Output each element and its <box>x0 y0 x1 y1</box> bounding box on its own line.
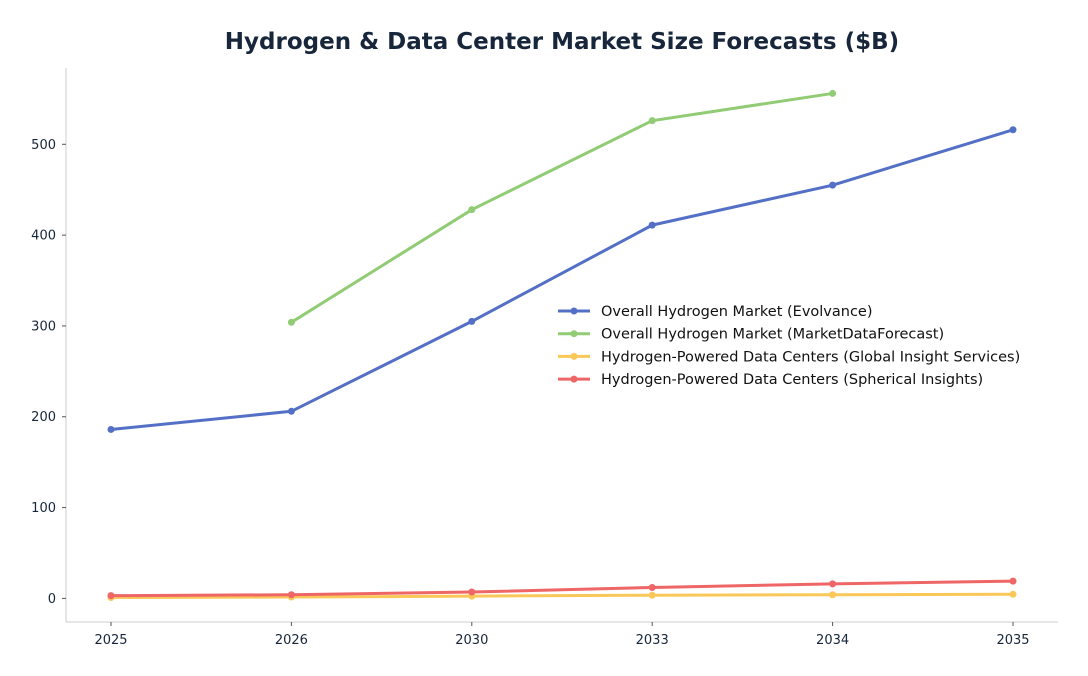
series-line <box>109 579 1015 598</box>
legend-label: Hydrogen-Powered Data Centers (Spherical… <box>601 372 983 388</box>
legend-swatch-marker <box>570 307 578 315</box>
chart-title: Hydrogen & Data Center Market Size Forec… <box>225 29 899 55</box>
legend: Overall Hydrogen Market (Evolvance) Overa… <box>558 304 1020 388</box>
x-tick-label: 2033 <box>636 633 669 648</box>
series-line <box>109 592 1015 599</box>
data-point <box>468 588 476 596</box>
series-4 <box>107 577 1017 600</box>
legend-swatch-marker <box>570 330 578 338</box>
data-point <box>1009 577 1017 585</box>
x-tick-label: 2034 <box>816 633 849 648</box>
data-point <box>468 317 476 325</box>
legend-item: Overall Hydrogen Market (MarketDataForec… <box>558 327 944 343</box>
y-tick-label: 0 <box>48 592 56 607</box>
legend-item: Overall Hydrogen Market (Evolvance) <box>558 304 873 320</box>
data-point <box>107 592 115 600</box>
data-point <box>829 181 837 189</box>
legend-label: Overall Hydrogen Market (MarketDataForec… <box>601 327 944 343</box>
x-tick-label: 2035 <box>996 633 1029 648</box>
legend-item: Hydrogen-Powered Data Centers (Spherical… <box>558 372 983 388</box>
data-point <box>1009 126 1017 134</box>
x-tick-label: 2025 <box>94 633 127 648</box>
x-tick-label: 2030 <box>455 633 488 648</box>
series-layer <box>107 89 1017 601</box>
data-point <box>287 591 295 599</box>
y-tick-label: 100 <box>31 501 56 516</box>
series-line <box>289 91 835 324</box>
data-point <box>829 89 837 97</box>
legend-swatch-marker <box>570 352 578 360</box>
legend-swatch-marker <box>570 375 578 383</box>
y-tick-label: 300 <box>31 319 56 334</box>
y-tick-label: 200 <box>31 410 56 425</box>
data-point <box>648 591 656 599</box>
legend-item: Hydrogen-Powered Data Centers (Global In… <box>558 349 1020 365</box>
data-point <box>829 591 837 599</box>
legend-label: Overall Hydrogen Market (Evolvance) <box>601 304 873 320</box>
data-point <box>107 425 115 433</box>
data-point <box>1009 590 1017 598</box>
data-point <box>287 407 295 415</box>
data-point <box>468 206 476 214</box>
data-point <box>287 318 295 326</box>
data-point <box>648 583 656 591</box>
x-tick-label: 2026 <box>275 633 308 648</box>
legend-label: Hydrogen-Powered Data Centers (Global In… <box>601 349 1020 365</box>
data-point <box>648 117 656 125</box>
data-point <box>648 221 656 229</box>
series-line <box>109 128 1015 431</box>
y-tick-label: 500 <box>31 138 56 153</box>
y-tick-label: 400 <box>31 229 56 244</box>
series-2 <box>287 89 837 326</box>
data-point <box>829 580 837 588</box>
axes: 0 100 200 300 400 500 2025 2026 2030 2033 2034 2035 <box>31 68 1058 648</box>
series-1 <box>107 126 1017 433</box>
